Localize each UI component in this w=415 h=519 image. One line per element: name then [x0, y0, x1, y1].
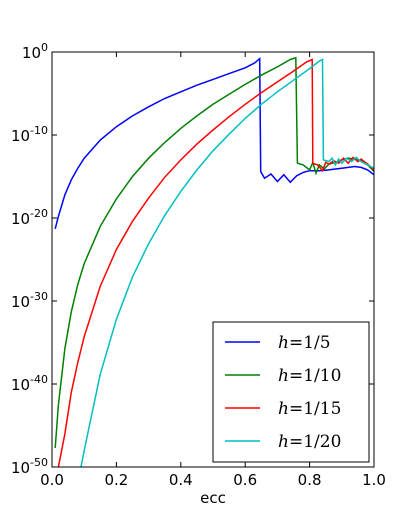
legend-label-value: 1/20	[303, 432, 341, 452]
y-tick-exponent: 0	[41, 41, 48, 54]
legend-label: h=1/5	[278, 333, 331, 353]
legend-label: h=1/20	[278, 432, 341, 452]
x-tick-label: 1.0	[362, 471, 386, 489]
y-tick-exponent: -40	[30, 373, 48, 386]
legend-label-value: 1/10	[303, 366, 341, 386]
y-tick-base: 10	[11, 459, 30, 477]
legend-label: h=1/10	[278, 366, 341, 386]
x-tick-label: 0.8	[298, 471, 322, 489]
y-tick-exponent: -10	[30, 124, 48, 137]
legend-label-value: 1/5	[303, 333, 330, 353]
y-tick-exponent: -20	[30, 207, 48, 220]
x-tick-label: 0.0	[40, 471, 64, 489]
legend-label-equals: =	[289, 399, 303, 419]
y-tick-label: 10-20	[11, 207, 48, 228]
legend-label-variable: h	[278, 399, 289, 419]
legend: h=1/5h=1/10h=1/15h=1/20	[212, 321, 370, 463]
series-line-1	[54, 56, 374, 229]
y-tick-base: 10	[11, 127, 30, 145]
y-tick-base: 10	[11, 210, 30, 228]
y-tick-label: 10-40	[11, 373, 48, 394]
x-tick-label: 0.2	[104, 471, 128, 489]
series-line-4	[80, 58, 374, 467]
plot-area	[54, 56, 374, 467]
y-tick-label: 100	[22, 41, 48, 62]
y-tick-base: 10	[11, 293, 30, 311]
legend-label-value: 1/15	[303, 399, 341, 419]
y-tick-label: 10-10	[11, 124, 48, 145]
legend-label-variable: h	[278, 432, 289, 452]
y-tick-exponent: -30	[30, 290, 48, 303]
y-tick-base: 10	[11, 376, 30, 394]
y-tick-base: 10	[22, 44, 41, 62]
x-tick-label: 0.6	[233, 471, 257, 489]
legend-label-variable: h	[278, 333, 289, 353]
legend-label-variable: h	[278, 366, 289, 386]
axis-ticks: 0.0 0.2 0.4 0.6 0.8 1.010-5010-4010-3010-2010…	[11, 41, 386, 489]
legend-box	[212, 321, 370, 463]
axes-frame	[51, 51, 375, 468]
y-tick-exponent: -50	[30, 456, 48, 469]
series-line-3	[57, 58, 374, 467]
y-tick-label: 10-50	[11, 456, 48, 477]
legend-label-equals: =	[289, 366, 303, 386]
legend-label-equals: =	[289, 432, 303, 452]
legend-label-equals: =	[289, 333, 303, 353]
y-tick-label: 10-30	[11, 290, 48, 311]
x-tick-label: 0.4	[169, 471, 193, 489]
x-axis-label: ecc	[200, 489, 226, 507]
legend-label: h=1/15	[278, 399, 341, 419]
